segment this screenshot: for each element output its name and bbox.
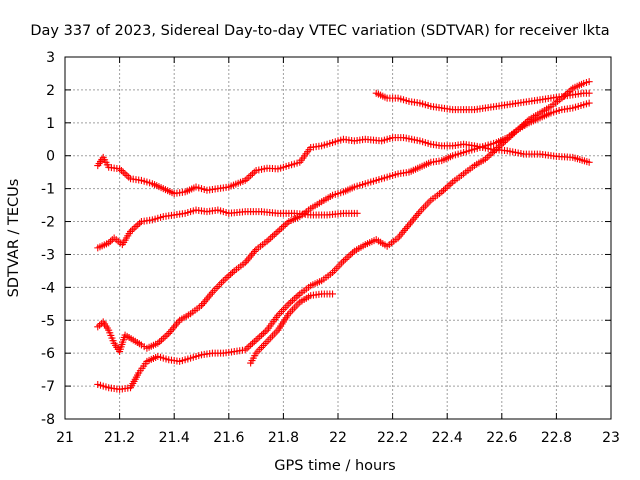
data-point <box>353 209 361 217</box>
y-tick-label: -5 <box>41 313 55 329</box>
y-tick-label: 2 <box>46 83 55 99</box>
data-point <box>585 99 593 107</box>
x-tick-label: 22.8 <box>541 430 572 446</box>
y-tick-label: -6 <box>41 346 55 362</box>
x-tick-label: 22.2 <box>377 430 408 446</box>
series-sat-b <box>94 206 361 252</box>
x-axis-label: GPS time / hours <box>274 458 395 474</box>
y-tick-label: -8 <box>41 412 55 428</box>
grid <box>65 57 611 419</box>
axis-ticks: 21 21.2 21.4 21.6 21.8 22 22.2 22.4 22.6 22.8 23-8… <box>41 50 620 446</box>
y-axis-label: SDTVAR / TECUs <box>6 179 22 298</box>
series-sat-e <box>247 290 337 367</box>
x-tick-label: 22 <box>329 430 347 446</box>
x-tick-label: 21.2 <box>104 430 135 446</box>
data-point <box>585 89 593 97</box>
data-points <box>94 78 593 393</box>
data-point <box>585 78 593 86</box>
series-sat-f <box>372 89 593 114</box>
x-tick-label: 22.4 <box>432 430 463 446</box>
x-tick-label: 22.6 <box>486 430 517 446</box>
y-tick-label: -4 <box>41 280 55 296</box>
series-sat-a <box>94 134 593 198</box>
chart-title: Day 337 of 2023, Sidereal Day-to-day VTE… <box>30 23 609 39</box>
y-tick-label: -3 <box>41 247 55 263</box>
y-tick-label: 0 <box>46 149 55 165</box>
x-tick-label: 21.8 <box>268 430 299 446</box>
data-point <box>585 158 593 166</box>
x-tick-label: 21.6 <box>213 430 244 446</box>
y-tick-label: -2 <box>41 215 55 231</box>
x-tick-label: 23 <box>602 430 620 446</box>
y-tick-label: -7 <box>41 379 55 395</box>
data-point <box>329 290 337 298</box>
y-tick-label: 3 <box>46 50 55 66</box>
y-tick-label: -1 <box>41 182 55 198</box>
y-tick-label: 1 <box>46 116 55 132</box>
x-tick-label: 21.4 <box>159 430 190 446</box>
series-sat-d <box>94 78 593 393</box>
series-sat-c <box>94 99 593 356</box>
x-tick-label: 21 <box>56 430 74 446</box>
